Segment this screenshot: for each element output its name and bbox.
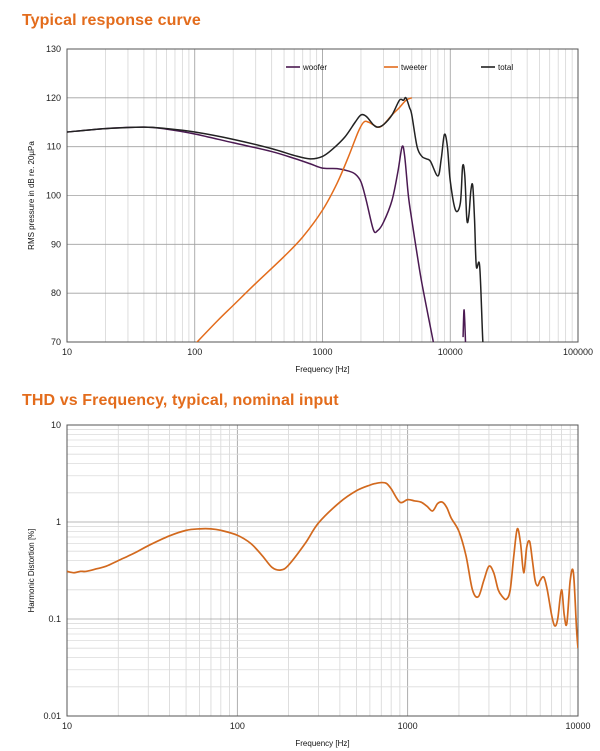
- woofer-line-fragment: [462, 309, 467, 342]
- y-axis-label: Harmonic Distortion [%]: [27, 528, 36, 612]
- x-tick-label: 10000: [565, 721, 590, 731]
- x-tick-label: 10: [62, 347, 72, 357]
- woofer-line: [67, 126, 435, 342]
- thd-chart-title: THD vs Frequency, typical, nominal input: [22, 392, 339, 409]
- x-tick-label: 100: [187, 347, 202, 357]
- chart-2: 10 100 1000 10000 0.01 0.1 1 10 Frequency [Hz] Ha…: [27, 420, 591, 748]
- legend-label-tweeter: tweeter: [401, 63, 428, 72]
- x-tick-label: 1000: [398, 721, 418, 731]
- x-tick-label: 100000: [563, 347, 593, 357]
- y-tick-label: 110: [47, 142, 61, 152]
- x-tick-label: 100: [230, 721, 245, 731]
- y-tick-label: 10: [51, 420, 61, 430]
- x-axis-label: Frequency [Hz]: [295, 365, 349, 374]
- plot-area: [67, 425, 578, 716]
- total-line: [67, 96, 484, 342]
- x-tick-label: 10000: [438, 347, 463, 357]
- plot-border: [66, 424, 579, 717]
- legend-label-woofer: woofer: [302, 63, 327, 72]
- series-line: [67, 481, 578, 649]
- legend-label-total: total: [498, 63, 513, 72]
- x-tick-label: 1000: [312, 347, 332, 357]
- y-tick-label: 130: [46, 44, 61, 54]
- y-tick-label: 80: [51, 288, 61, 298]
- y-tick-label: 90: [51, 239, 61, 249]
- chart-1: 10 100 1000 10000 100000 70 80 90 100 110 120 130 Fr…: [27, 44, 593, 374]
- y-tick-label: 0.01: [43, 711, 61, 721]
- y-tick-label: 120: [46, 93, 61, 103]
- y-tick-label: 100: [46, 191, 61, 201]
- plot-border: [66, 48, 579, 343]
- y-tick-label: 70: [51, 337, 61, 347]
- x-tick-label: 10: [62, 721, 72, 731]
- y-tick-label: 1: [56, 517, 61, 527]
- x-axis-label: Frequency [Hz]: [295, 739, 349, 748]
- y-axis-label: RMS pressure in dB re. 20µPa: [27, 141, 36, 250]
- response-chart-title: Typical response curve: [22, 12, 201, 29]
- y-tick-label: 0.1: [48, 614, 61, 624]
